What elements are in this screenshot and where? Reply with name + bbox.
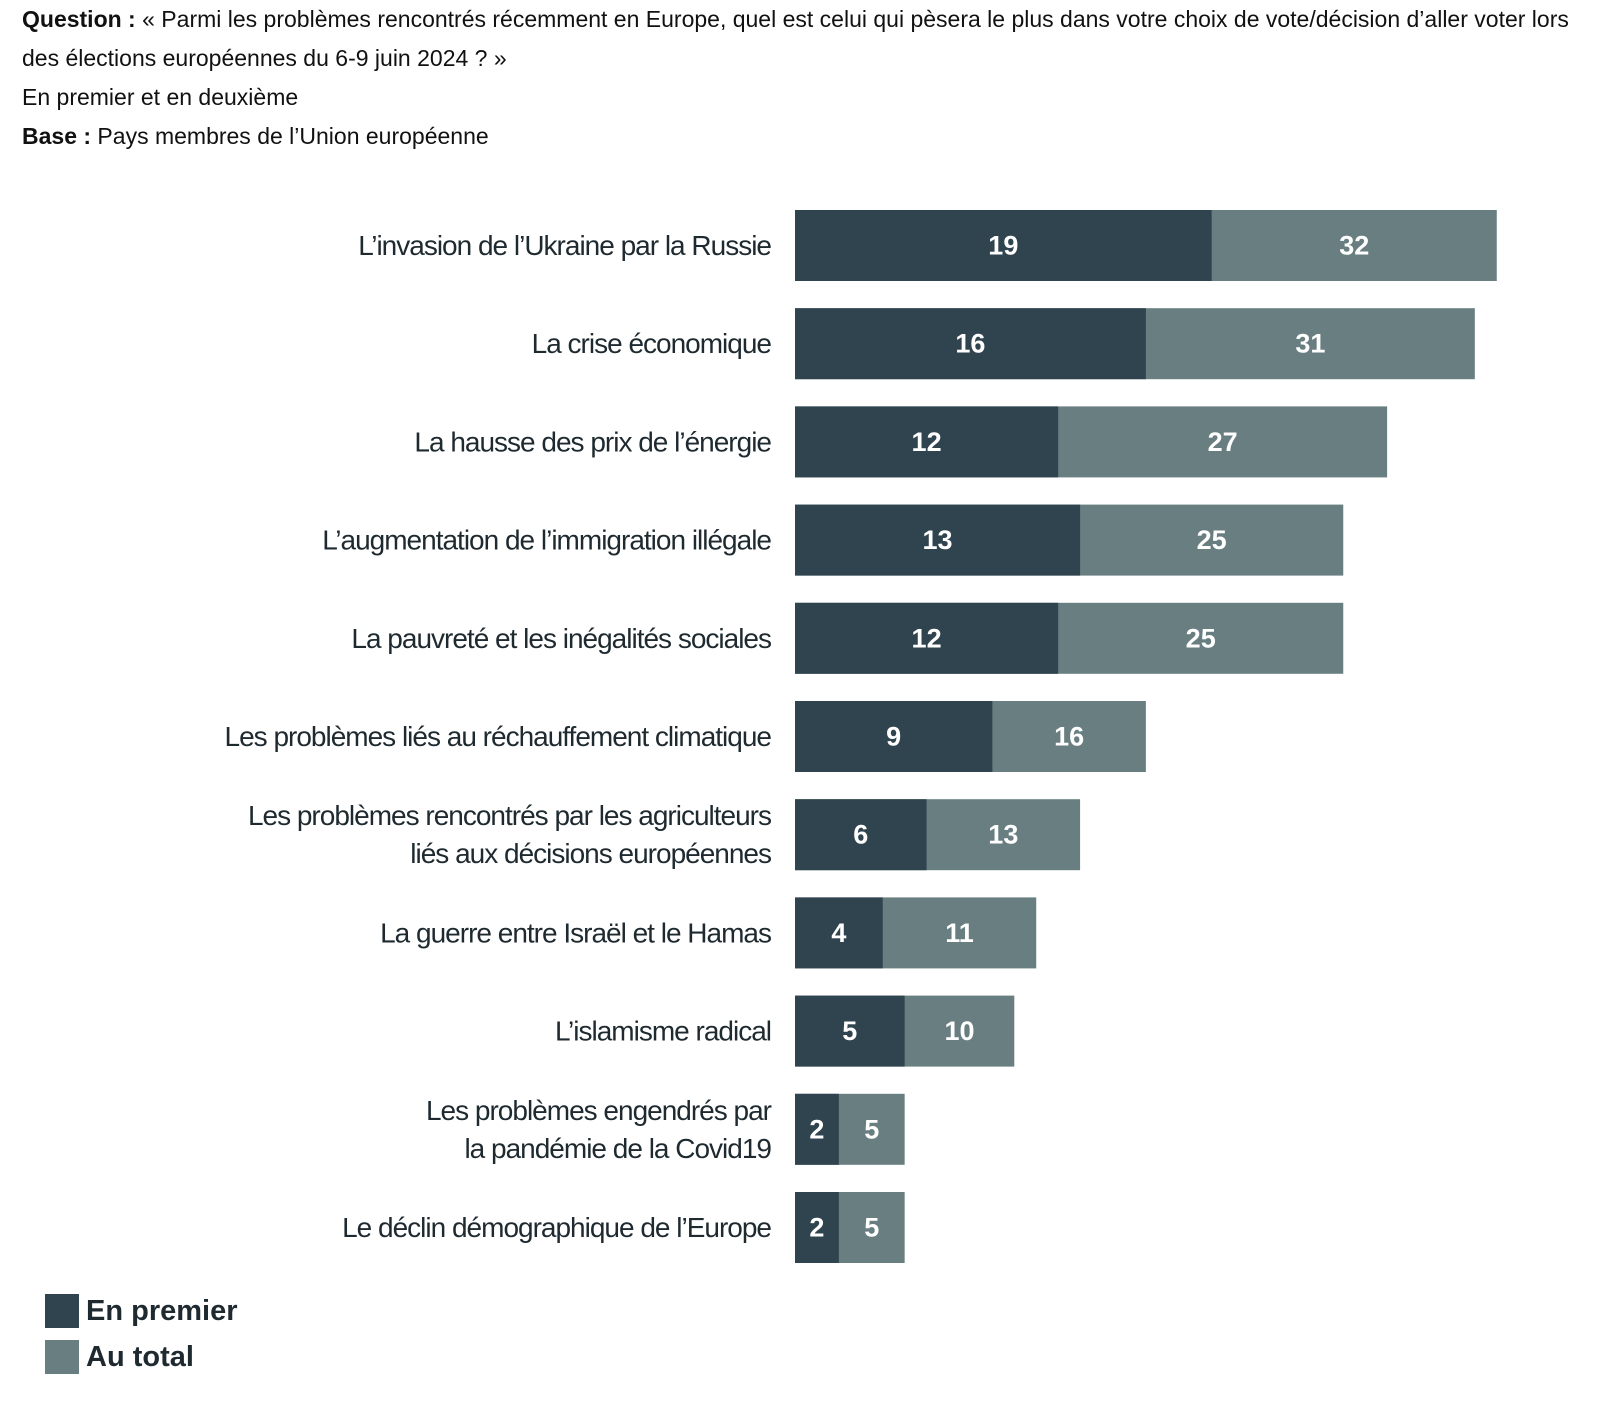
data-label-au-total: 16 [1054, 722, 1084, 752]
base-line: Base : Pays membres de l’Union européenn… [22, 117, 1582, 156]
category-label: Les problèmes engendrés par la pandémie d… [426, 1095, 772, 1164]
legend-item-en-premier: En premier [45, 1288, 238, 1334]
subtitle: En premier et en deuxième [22, 84, 299, 110]
bar-en-premier [795, 995, 905, 1067]
category-label: L’augmentation de l’immigration illégale [322, 525, 771, 556]
data-label-au-total: 10 [944, 1016, 974, 1046]
legend-label-au-total: Au total [86, 1340, 194, 1373]
chart-header: Question : « Parmi les problèmes rencont… [22, 0, 1582, 156]
bar-en-premier [795, 308, 1146, 380]
legend-label-en-premier: En premier [86, 1294, 238, 1327]
category-label: La guerre entre Israël et le Hamas [380, 917, 771, 948]
data-label-en-premier: 13 [923, 525, 953, 555]
data-label-au-total: 25 [1186, 623, 1216, 653]
data-label-au-total: 5 [864, 1213, 879, 1243]
question-label: Question : [22, 6, 136, 32]
question-line: Question : « Parmi les problèmes rencont… [22, 0, 1582, 78]
data-label-en-premier: 16 [955, 329, 985, 359]
data-label-en-premier: 2 [809, 1114, 824, 1144]
base-label: Base : [22, 123, 92, 149]
data-label-en-premier: 12 [912, 623, 942, 653]
data-label-en-premier: 19 [988, 231, 1018, 261]
bar-en-premier [795, 799, 927, 871]
data-label-au-total: 32 [1339, 231, 1369, 261]
bar-en-premier [795, 701, 993, 772]
category-label: Les problèmes rencontrés par les agricul… [248, 800, 771, 869]
data-label-en-premier: 12 [912, 427, 942, 457]
category-label: La crise économique [532, 328, 772, 359]
data-label-au-total: 5 [864, 1114, 879, 1144]
data-label-en-premier: 4 [831, 918, 846, 948]
bar-en-premier [795, 602, 1059, 674]
data-label-au-total: 11 [945, 918, 974, 948]
bar-en-premier [795, 210, 1212, 281]
data-label-en-premier: 2 [809, 1213, 824, 1243]
bar-en-premier [795, 504, 1081, 576]
data-label-en-premier: 9 [886, 722, 901, 752]
legend-swatch-en-premier [45, 1294, 79, 1328]
data-label-au-total: 27 [1208, 427, 1238, 457]
category-label: Le déclin démographique de l’Europe [342, 1212, 771, 1243]
data-label-au-total: 31 [1295, 329, 1325, 359]
bar-en-premier [795, 1192, 839, 1263]
bar-en-premier [795, 406, 1059, 478]
category-label: Les problèmes liés au réchauffement clim… [225, 721, 772, 752]
legend-swatch-au-total [45, 1340, 79, 1374]
category-label: L’islamisme radical [555, 1016, 771, 1047]
bar-en-premier [795, 897, 883, 969]
data-label-au-total: 25 [1197, 525, 1227, 555]
data-label-en-premier: 5 [842, 1016, 857, 1046]
legend-item-au-total: Au total [45, 1334, 238, 1380]
base-text: Pays membres de l’Union européenne [91, 123, 489, 149]
category-label: La pauvreté et les inégalités sociales [351, 623, 771, 654]
category-label: L’invasion de l’Ukraine par la Russie [358, 230, 771, 261]
question-text: « Parmi les problèmes rencontrés récemme… [22, 6, 1569, 71]
bar-en-premier [795, 1093, 839, 1165]
category-label: La hausse des prix de l’énergie [414, 426, 771, 457]
legend: En premier Au total [45, 1288, 238, 1380]
data-label-en-premier: 6 [853, 820, 868, 850]
data-label-au-total: 13 [988, 820, 1018, 850]
